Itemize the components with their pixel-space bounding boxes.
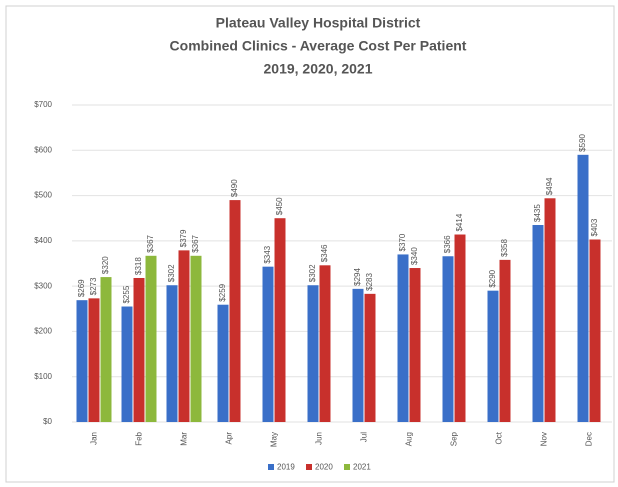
x-tick-label: Jul: [360, 432, 369, 442]
x-tick-label: Mar: [180, 432, 189, 446]
bar: [178, 250, 190, 422]
bar: [121, 306, 133, 422]
bar: [100, 277, 112, 422]
data-label: $269: [77, 279, 86, 297]
data-label: $294: [353, 268, 362, 286]
y-tick-label: $600: [34, 145, 52, 154]
data-label: $590: [578, 133, 587, 151]
chart-title: Plateau Valley Hospital District: [216, 15, 421, 31]
bar: [544, 198, 556, 422]
data-label: $414: [455, 213, 464, 231]
chart-subtitle: 2019, 2020, 2021: [264, 61, 373, 77]
y-tick-label: $500: [34, 191, 52, 200]
bar: [133, 277, 145, 422]
data-label: $318: [134, 257, 143, 275]
data-label: $403: [590, 218, 599, 236]
data-label: $290: [488, 269, 497, 287]
y-tick-label: $700: [34, 100, 52, 109]
chart-subtitle: Combined Clinics - Average Cost Per Pati…: [170, 38, 467, 54]
y-tick-label: $200: [34, 327, 52, 336]
data-label: $379: [179, 229, 188, 247]
data-label: $343: [263, 245, 272, 263]
x-tick-label: Apr: [225, 432, 234, 445]
bar: [352, 288, 364, 422]
bar: [145, 255, 157, 422]
bar: [229, 200, 241, 422]
data-label: $283: [365, 272, 374, 290]
data-label: $490: [230, 179, 239, 197]
bar: [190, 255, 202, 422]
bar: [217, 304, 229, 422]
data-label: $494: [545, 177, 554, 195]
data-label: $320: [101, 256, 110, 274]
legend-swatch: [268, 464, 274, 470]
x-tick-label: Jun: [315, 432, 324, 445]
y-tick-label: $300: [34, 281, 52, 290]
y-tick-label: $100: [34, 372, 52, 381]
x-tick-label: Jan: [90, 432, 99, 445]
data-label: $370: [398, 233, 407, 251]
data-label: $435: [533, 204, 542, 222]
x-tick-label: Nov: [540, 432, 549, 446]
bar: [499, 259, 511, 422]
data-label: $367: [146, 234, 155, 252]
x-tick-label: Feb: [135, 431, 144, 445]
data-label: $259: [218, 283, 227, 301]
data-label: $366: [443, 235, 452, 253]
data-label: $358: [500, 239, 509, 257]
legend-label: 2020: [315, 463, 333, 472]
bar: [397, 254, 409, 422]
data-label: $340: [410, 247, 419, 265]
data-label: $346: [320, 244, 329, 262]
legend-label: 2019: [277, 463, 295, 472]
data-label: $302: [308, 264, 317, 282]
bar: [577, 154, 589, 423]
x-tick-label: Sep: [450, 431, 459, 446]
bar: [88, 298, 100, 422]
data-label: $367: [191, 234, 200, 252]
bar: [532, 225, 544, 422]
bar: [364, 293, 376, 422]
bar: [454, 234, 466, 422]
bar: [76, 300, 88, 422]
y-tick-label: $0: [43, 417, 52, 426]
data-label: $302: [167, 264, 176, 282]
bar: [274, 218, 286, 422]
data-label: $273: [89, 277, 98, 295]
bar: [319, 265, 331, 422]
legend-swatch: [306, 464, 312, 470]
legend-label: 2021: [353, 463, 371, 472]
bar: [166, 285, 178, 422]
x-tick-label: May: [270, 432, 279, 447]
y-tick-label: $400: [34, 236, 52, 245]
legend-swatch: [344, 464, 350, 470]
bar: [589, 239, 601, 422]
bar: [442, 256, 454, 422]
bar: [307, 285, 319, 422]
data-label: $255: [122, 285, 131, 303]
x-tick-label: Oct: [495, 431, 504, 444]
x-tick-label: Aug: [405, 432, 414, 446]
x-tick-label: Dec: [585, 432, 594, 446]
bar: [487, 290, 499, 422]
data-label: $450: [275, 197, 284, 215]
bar: [409, 268, 421, 422]
bar: [262, 266, 274, 422]
